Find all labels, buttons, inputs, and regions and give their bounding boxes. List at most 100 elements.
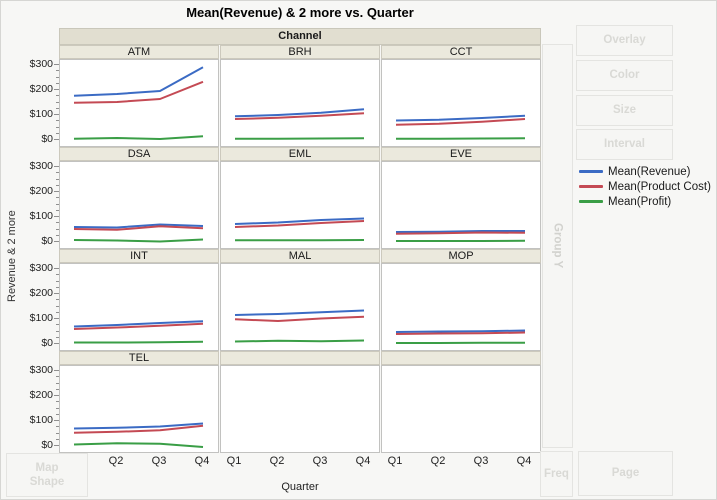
line-profit	[73, 135, 204, 140]
y-major-tick	[54, 166, 59, 167]
panel-empty	[220, 365, 380, 453]
y-minor-tick	[56, 95, 59, 97]
y-major-tick	[54, 89, 59, 90]
y-minor-tick	[56, 432, 59, 434]
y-minor-tick	[56, 101, 59, 103]
y-minor-tick	[56, 222, 59, 224]
facet-label-cct: CCT	[381, 45, 541, 59]
interval-dropzone-button[interactable]: Interval	[576, 129, 673, 160]
size-dropzone-button[interactable]: Size	[576, 95, 673, 126]
y-tick-label: $300	[29, 262, 53, 274]
y-minor-tick	[56, 228, 59, 230]
line-profit	[396, 137, 526, 140]
line-product_cost	[234, 112, 365, 120]
line-profit	[73, 442, 204, 448]
line-product_cost	[73, 322, 204, 330]
facet-label-atm: ATM	[59, 45, 219, 59]
y-minor-tick	[56, 184, 59, 186]
x-tick-label: Q1	[387, 455, 403, 467]
y-major-tick	[54, 343, 59, 344]
facet-label-eve: EVE	[381, 147, 541, 161]
line-profit	[235, 137, 365, 140]
y-major-tick	[54, 318, 59, 319]
y-minor-tick	[56, 438, 59, 440]
panel-cct	[381, 59, 541, 147]
panel-tel	[59, 365, 219, 453]
y-tick-label: $300	[29, 364, 53, 376]
line-product_cost	[395, 118, 526, 126]
line-product_cost	[234, 315, 365, 322]
panel-plot	[395, 230, 526, 242]
y-tick-label: $0	[41, 133, 53, 145]
panel-plot	[73, 320, 204, 344]
x-tick-label: Q3	[312, 455, 328, 467]
legend-line-swatch-icon	[579, 170, 603, 173]
x-tick-label: Q1	[226, 455, 242, 467]
panel-eve	[381, 161, 541, 249]
panel-atm	[59, 59, 219, 147]
legend-item[interactable]: Mean(Profit)	[579, 194, 711, 209]
line-revenue	[395, 329, 526, 333]
y-minor-tick	[56, 336, 59, 338]
line-profit	[73, 238, 204, 243]
y-minor-tick	[56, 209, 59, 211]
panel-mal	[220, 263, 380, 351]
panel-plot	[234, 217, 365, 242]
overlay-dropzone-button[interactable]: Overlay	[576, 25, 673, 56]
y-minor-tick	[56, 132, 59, 134]
x-tick-label: Q2	[269, 455, 285, 467]
facet-label-empty	[381, 351, 541, 365]
panel-eml	[220, 161, 380, 249]
y-major-tick	[54, 216, 59, 217]
page-dropzone-button[interactable]: Page	[578, 451, 673, 496]
legend-item[interactable]: Mean(Product Cost)	[579, 179, 711, 194]
legend-item[interactable]: Mean(Revenue)	[579, 164, 711, 179]
map-shape-dropzone-button[interactable]: Map Shape	[6, 453, 88, 497]
y-tick-label: $0	[41, 337, 53, 349]
y-major-tick	[54, 370, 59, 371]
y-minor-tick	[56, 305, 59, 307]
legend-line-swatch-icon	[579, 200, 603, 203]
panel-plot	[395, 329, 526, 344]
facet-label-brh: BRH	[220, 45, 380, 59]
y-minor-tick	[56, 107, 59, 109]
freq-dropzone-button[interactable]: Freq	[540, 451, 573, 497]
y-major-tick	[54, 191, 59, 192]
x-tick-label: Q2	[430, 455, 446, 467]
color-dropzone-button[interactable]: Color	[576, 60, 673, 91]
y-tick-label: $200	[29, 185, 53, 197]
y-minor-tick	[56, 376, 59, 378]
panel-brh	[220, 59, 380, 147]
line-revenue	[234, 217, 365, 225]
y-tick-label: $100	[29, 210, 53, 222]
y-minor-tick	[56, 172, 59, 174]
y-major-tick	[54, 64, 59, 65]
x-tick-label: Q4	[194, 455, 210, 467]
y-minor-tick	[56, 401, 59, 403]
x-tick-label: Q4	[516, 455, 532, 467]
line-revenue	[395, 230, 525, 233]
line-profit	[74, 340, 204, 344]
panel-plot	[73, 422, 204, 448]
y-minor-tick	[56, 76, 59, 78]
panel-mop	[381, 263, 541, 351]
line-revenue	[73, 422, 204, 430]
y-major-tick	[54, 139, 59, 140]
y-major-tick	[54, 293, 59, 294]
panel-plot	[234, 108, 365, 140]
y-minor-tick	[56, 280, 59, 282]
y-tick-label: $300	[29, 58, 53, 70]
group-y-dropzone[interactable]: Group Y	[542, 44, 573, 448]
y-tick-label: $0	[41, 439, 53, 451]
legend: Mean(Revenue) Mean(Product Cost) Mean(Prof…	[579, 164, 711, 209]
y-tick-label: $200	[29, 83, 53, 95]
y-minor-tick	[56, 70, 59, 72]
y-minor-tick	[56, 324, 59, 326]
chart-title: Mean(Revenue) & 2 more vs. Quarter	[186, 5, 414, 20]
y-minor-tick	[56, 388, 59, 390]
legend-line-swatch-icon	[579, 185, 603, 188]
legend-label: Mean(Revenue)	[608, 165, 691, 178]
panel-plot	[73, 223, 204, 243]
panel-plot	[395, 114, 526, 140]
